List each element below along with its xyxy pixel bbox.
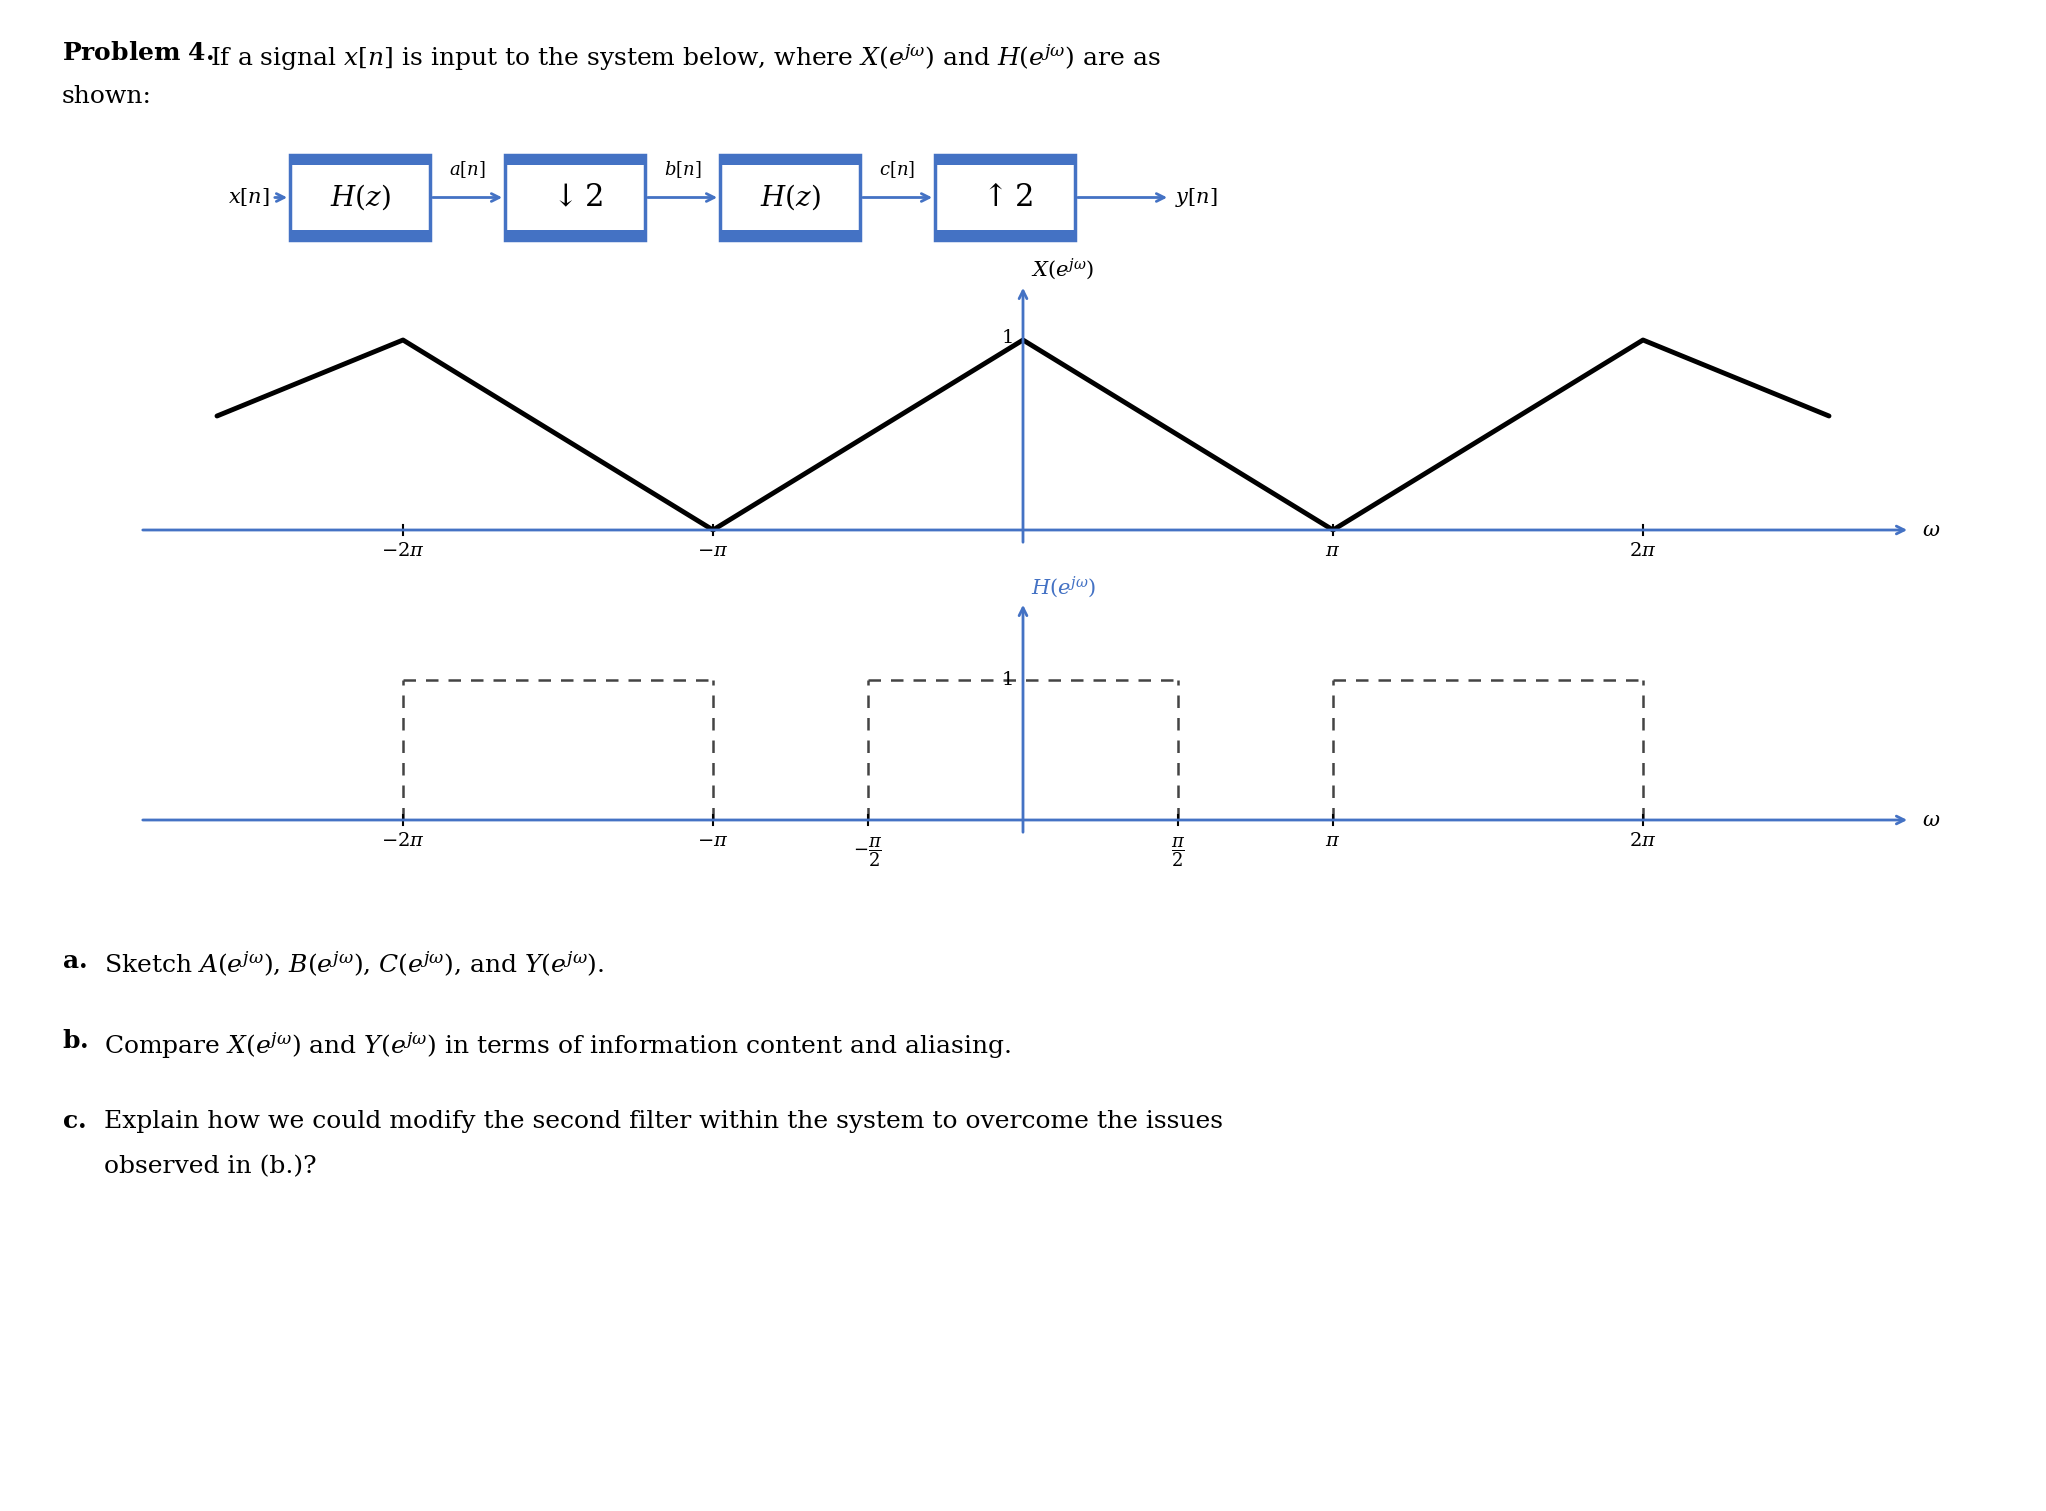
- Text: $c[n]$: $c[n]$: [880, 159, 915, 180]
- FancyBboxPatch shape: [505, 156, 644, 165]
- Text: $b[n]$: $b[n]$: [663, 159, 702, 180]
- FancyBboxPatch shape: [935, 156, 1074, 240]
- FancyBboxPatch shape: [505, 156, 644, 240]
- Text: $\pi$: $\pi$: [1326, 542, 1340, 561]
- Text: $-2\pi$: $-2\pi$: [381, 542, 426, 561]
- Text: $X(e^{j\omega})$: $X(e^{j\omega})$: [1031, 257, 1095, 283]
- Text: Compare $X(e^{j\omega})$ and $Y(e^{j\omega})$ in terms of information content an: Compare $X(e^{j\omega})$ and $Y(e^{j\ome…: [104, 1031, 1011, 1061]
- Text: $H(e^{j\omega})$: $H(e^{j\omega})$: [1031, 574, 1097, 600]
- Text: $2\pi$: $2\pi$: [1629, 833, 1657, 851]
- Text: $\uparrow 2$: $\uparrow 2$: [978, 181, 1033, 213]
- Text: Sketch $A(e^{j\omega})$, $B(e^{j\omega})$, $C(e^{j\omega})$, and $Y(e^{j\omega}): Sketch $A(e^{j\omega})$, $B(e^{j\omega})…: [104, 950, 604, 979]
- Text: $-2\pi$: $-2\pi$: [381, 833, 426, 851]
- Text: Explain how we could modify the second filter within the system to overcome the : Explain how we could modify the second f…: [104, 1111, 1224, 1133]
- Text: $H(z)$: $H(z)$: [759, 183, 820, 213]
- Text: $y[n]$: $y[n]$: [1174, 186, 1217, 209]
- FancyBboxPatch shape: [291, 156, 430, 240]
- FancyBboxPatch shape: [720, 230, 859, 240]
- FancyBboxPatch shape: [935, 230, 1074, 240]
- Text: $\mathbf{b.}$: $\mathbf{b.}$: [61, 1031, 88, 1053]
- Text: $1$: $1$: [1000, 329, 1013, 348]
- Text: shown:: shown:: [61, 85, 151, 107]
- FancyBboxPatch shape: [505, 230, 644, 240]
- Text: $1$: $1$: [1000, 671, 1013, 689]
- FancyBboxPatch shape: [291, 156, 430, 165]
- Text: If a signal $x[n]$ is input to the system below, where $X(e^{j\omega})$ and $H(e: If a signal $x[n]$ is input to the syste…: [211, 42, 1160, 73]
- Text: $\dfrac{\pi}{2}$: $\dfrac{\pi}{2}$: [1170, 836, 1185, 869]
- Text: $\omega$: $\omega$: [1921, 810, 1940, 830]
- Text: $x[n]$: $x[n]$: [229, 186, 270, 209]
- Text: $-\pi$: $-\pi$: [698, 542, 728, 561]
- Text: $\mathbf{a.}$: $\mathbf{a.}$: [61, 950, 86, 973]
- FancyBboxPatch shape: [935, 156, 1074, 165]
- FancyBboxPatch shape: [291, 230, 430, 240]
- Text: $\downarrow 2$: $\downarrow 2$: [546, 181, 604, 213]
- Text: $-\pi$: $-\pi$: [698, 833, 728, 851]
- Text: $H(z)$: $H(z)$: [329, 183, 391, 213]
- Text: $\mathbf{c.}$: $\mathbf{c.}$: [61, 1111, 86, 1133]
- FancyBboxPatch shape: [720, 156, 859, 165]
- Text: $-\dfrac{\pi}{2}$: $-\dfrac{\pi}{2}$: [853, 836, 882, 869]
- FancyBboxPatch shape: [720, 156, 859, 240]
- Text: $\omega$: $\omega$: [1921, 520, 1940, 539]
- Text: $\bf{Problem\ 4.}$: $\bf{Problem\ 4.}$: [61, 42, 215, 65]
- Text: $\pi$: $\pi$: [1326, 833, 1340, 851]
- Text: observed in (b.)?: observed in (b.)?: [104, 1154, 317, 1179]
- Text: $a[n]$: $a[n]$: [450, 159, 485, 180]
- Text: $2\pi$: $2\pi$: [1629, 542, 1657, 561]
